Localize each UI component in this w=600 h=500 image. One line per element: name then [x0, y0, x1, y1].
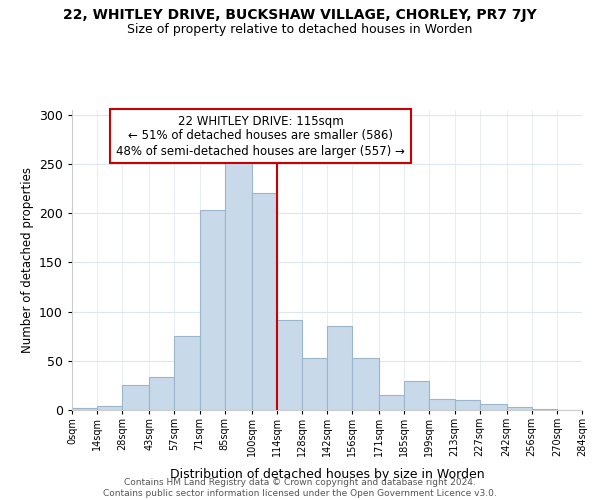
Text: Contains HM Land Registry data © Crown copyright and database right 2024.
Contai: Contains HM Land Registry data © Crown c… — [103, 478, 497, 498]
Bar — [149, 376, 175, 410]
Bar — [224, 162, 251, 410]
Bar — [72, 408, 97, 410]
Bar — [302, 358, 327, 410]
Bar — [327, 326, 352, 410]
Bar — [532, 409, 557, 410]
Bar — [455, 400, 479, 410]
Bar — [479, 404, 506, 410]
Bar — [379, 395, 404, 410]
Bar — [277, 320, 302, 410]
Bar — [506, 407, 532, 410]
Bar — [430, 399, 455, 410]
Bar — [175, 336, 199, 410]
Bar — [199, 210, 224, 410]
Y-axis label: Number of detached properties: Number of detached properties — [20, 167, 34, 353]
Text: Size of property relative to detached houses in Worden: Size of property relative to detached ho… — [127, 22, 473, 36]
Text: 22 WHITLEY DRIVE: 115sqm
← 51% of detached houses are smaller (586)
48% of semi-: 22 WHITLEY DRIVE: 115sqm ← 51% of detach… — [116, 114, 405, 158]
Bar — [251, 192, 277, 410]
Bar — [352, 358, 379, 410]
Bar — [404, 382, 430, 410]
Bar — [122, 386, 149, 410]
Text: 22, WHITLEY DRIVE, BUCKSHAW VILLAGE, CHORLEY, PR7 7JY: 22, WHITLEY DRIVE, BUCKSHAW VILLAGE, CHO… — [63, 8, 537, 22]
Bar — [97, 406, 122, 410]
X-axis label: Distribution of detached houses by size in Worden: Distribution of detached houses by size … — [170, 468, 484, 480]
